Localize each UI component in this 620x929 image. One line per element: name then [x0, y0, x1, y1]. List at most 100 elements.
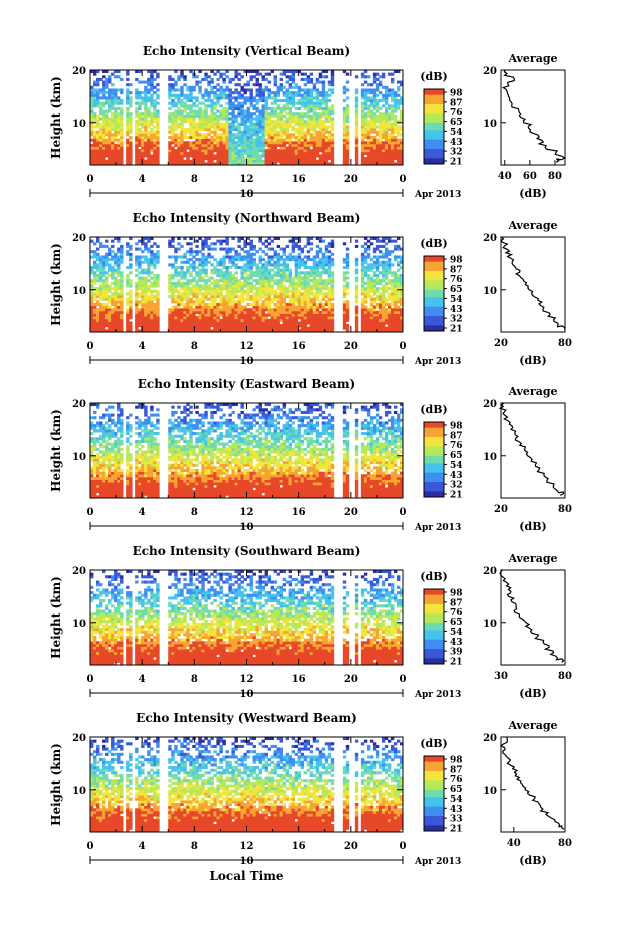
heatmap-cell	[90, 159, 94, 163]
heatmap-cell	[150, 255, 154, 259]
beam-panel: Echo Intensity (Northward Beam)2010Heigh…	[49, 211, 572, 367]
heatmap-cell	[147, 310, 151, 314]
heatmap-cell	[198, 138, 202, 142]
heatmap-cell	[195, 324, 199, 328]
heatmap-cell	[312, 305, 317, 309]
heatmap-cell	[291, 300, 296, 304]
heatmap-cell	[372, 106, 377, 110]
heatmap-cell	[258, 326, 262, 330]
heatmap-cell	[279, 112, 284, 116]
heatmap-cell	[360, 104, 365, 108]
heatmap-cell	[183, 93, 187, 97]
heatmap-cell	[189, 154, 193, 158]
heatmap-cell	[186, 313, 190, 317]
heatmap-cell	[252, 130, 256, 134]
heatmap-cell	[108, 96, 112, 100]
heatmap-cell	[153, 289, 157, 293]
heatmap-cell	[258, 255, 262, 259]
heatmap-cell	[210, 91, 214, 95]
heatmap-cell	[234, 324, 238, 328]
heatmap-cell	[228, 276, 232, 280]
heatmap-cell	[399, 96, 404, 100]
heatmap-cell	[381, 75, 386, 79]
heatmap-cell	[273, 260, 277, 264]
heatmap-cell	[90, 297, 94, 301]
heatmap-cell	[213, 310, 217, 314]
heatmap-cell	[93, 318, 97, 322]
heatmap-cell	[297, 146, 302, 150]
heatmap-cell	[213, 297, 217, 301]
heatmap-cell	[192, 120, 196, 124]
heatmap-cell	[291, 162, 296, 166]
heatmap-cell	[201, 300, 205, 304]
heatmap-cell	[300, 101, 305, 105]
heatmap-cell	[204, 239, 208, 243]
heatmap-cell	[207, 93, 211, 97]
heatmap-cell	[99, 101, 103, 105]
heatmap-cell	[267, 313, 271, 317]
heatmap-cell	[294, 263, 299, 267]
heatmap-cell	[135, 143, 139, 147]
heatmap-cell	[120, 250, 124, 254]
heatmap-cell	[342, 117, 347, 121]
heatmap-cell	[282, 313, 287, 317]
heatmap-cell	[153, 316, 157, 320]
heatmap-cell	[270, 154, 274, 158]
heatmap-cell	[360, 162, 365, 166]
heatmap-cell	[285, 273, 290, 277]
heatmap-cell	[297, 271, 302, 275]
heatmap-cell	[174, 101, 178, 105]
heatmap-cell	[138, 324, 142, 328]
heatmap-cell	[210, 321, 214, 325]
heatmap-cell	[306, 117, 311, 121]
heatmap-cell	[372, 284, 377, 288]
heatmap-cell	[282, 326, 287, 330]
heatmap-cell	[117, 130, 121, 134]
heatmap-cell	[207, 157, 211, 161]
heatmap-cell	[144, 289, 148, 293]
heatmap-cell	[285, 128, 290, 132]
heatmap-cell	[210, 109, 214, 113]
heatmap-cell	[309, 284, 314, 288]
heatmap-cell	[294, 273, 299, 277]
heatmap-cell	[300, 260, 305, 264]
heatmap-cell	[198, 310, 202, 314]
heatmap-cell	[102, 302, 106, 307]
heatmap-cell	[198, 91, 202, 95]
heatmap-cell	[273, 162, 277, 166]
heatmap-cell	[90, 157, 94, 161]
heatmap-cell	[150, 104, 154, 108]
heatmap-cell	[252, 70, 256, 74]
colorbar-swatch	[424, 137, 444, 141]
heatmap-cell	[303, 284, 308, 288]
heatmap-cell	[309, 106, 314, 110]
heatmap-cell	[126, 284, 130, 288]
heatmap-cell	[312, 146, 317, 150]
heatmap-cell	[291, 242, 296, 246]
heatmap-cell	[111, 141, 115, 145]
heatmap-cell	[372, 80, 377, 84]
heatmap-cell	[195, 130, 199, 134]
heatmap-cell	[183, 287, 187, 291]
heatmap-cell	[294, 284, 299, 288]
heatmap-cell	[228, 266, 232, 270]
heatmap-cell	[243, 91, 247, 95]
heatmap-cell	[195, 316, 199, 320]
heatmap-cell	[180, 287, 184, 291]
heatmap-cell	[201, 159, 205, 163]
heatmap-cell	[171, 112, 175, 116]
heatmap-cell	[246, 255, 250, 259]
heatmap-cell	[246, 125, 250, 129]
heatmap-cell	[129, 292, 133, 296]
heatmap-cell	[228, 289, 232, 293]
heatmap-cell	[114, 101, 118, 105]
heatmap-cell	[117, 162, 121, 166]
heatmap-cell	[369, 130, 374, 134]
heatmap-cell	[237, 109, 241, 113]
heatmap-cell	[210, 300, 214, 304]
heatmap-cell	[147, 83, 151, 87]
heatmap-cell	[207, 143, 211, 147]
heatmap-cell	[216, 101, 220, 105]
heatmap-cell	[255, 313, 259, 317]
heatmap-cell	[300, 300, 305, 304]
